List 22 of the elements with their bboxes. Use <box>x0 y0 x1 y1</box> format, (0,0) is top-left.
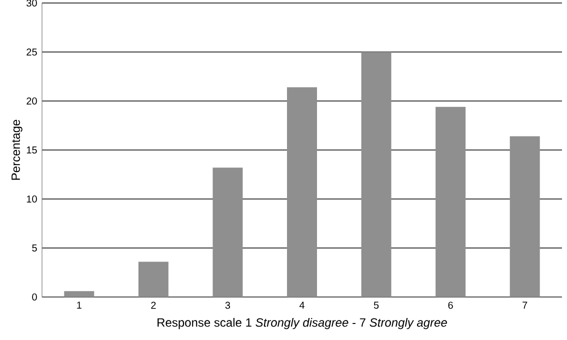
y-tick-label: 15 <box>26 146 37 154</box>
bar <box>64 291 94 297</box>
x-tick-label: 1 <box>77 302 82 309</box>
x-tick-label: 4 <box>299 302 304 309</box>
x-tick-label: 7 <box>522 302 528 309</box>
bar <box>212 168 243 297</box>
bar <box>510 136 540 297</box>
y-tick-label: 20 <box>26 97 37 105</box>
x-tick-label: 3 <box>225 302 230 309</box>
bar <box>286 87 317 297</box>
x-axis-title: Response scale 1 Strongly disagree - 7 Strongly agree <box>158 318 447 330</box>
y-axis-title: Percentage <box>12 120 22 180</box>
bar <box>138 262 168 297</box>
bar <box>436 106 466 297</box>
y-tick-label: 0 <box>32 293 37 301</box>
x-tick-label: 5 <box>374 302 379 309</box>
x-tick-label: 6 <box>448 302 453 309</box>
y-tick-label: 5 <box>32 244 37 252</box>
x-tick-label: 2 <box>151 302 156 309</box>
bar <box>361 52 392 297</box>
y-tick-label: 25 <box>26 48 37 56</box>
y-tick-label: 10 <box>26 195 37 203</box>
